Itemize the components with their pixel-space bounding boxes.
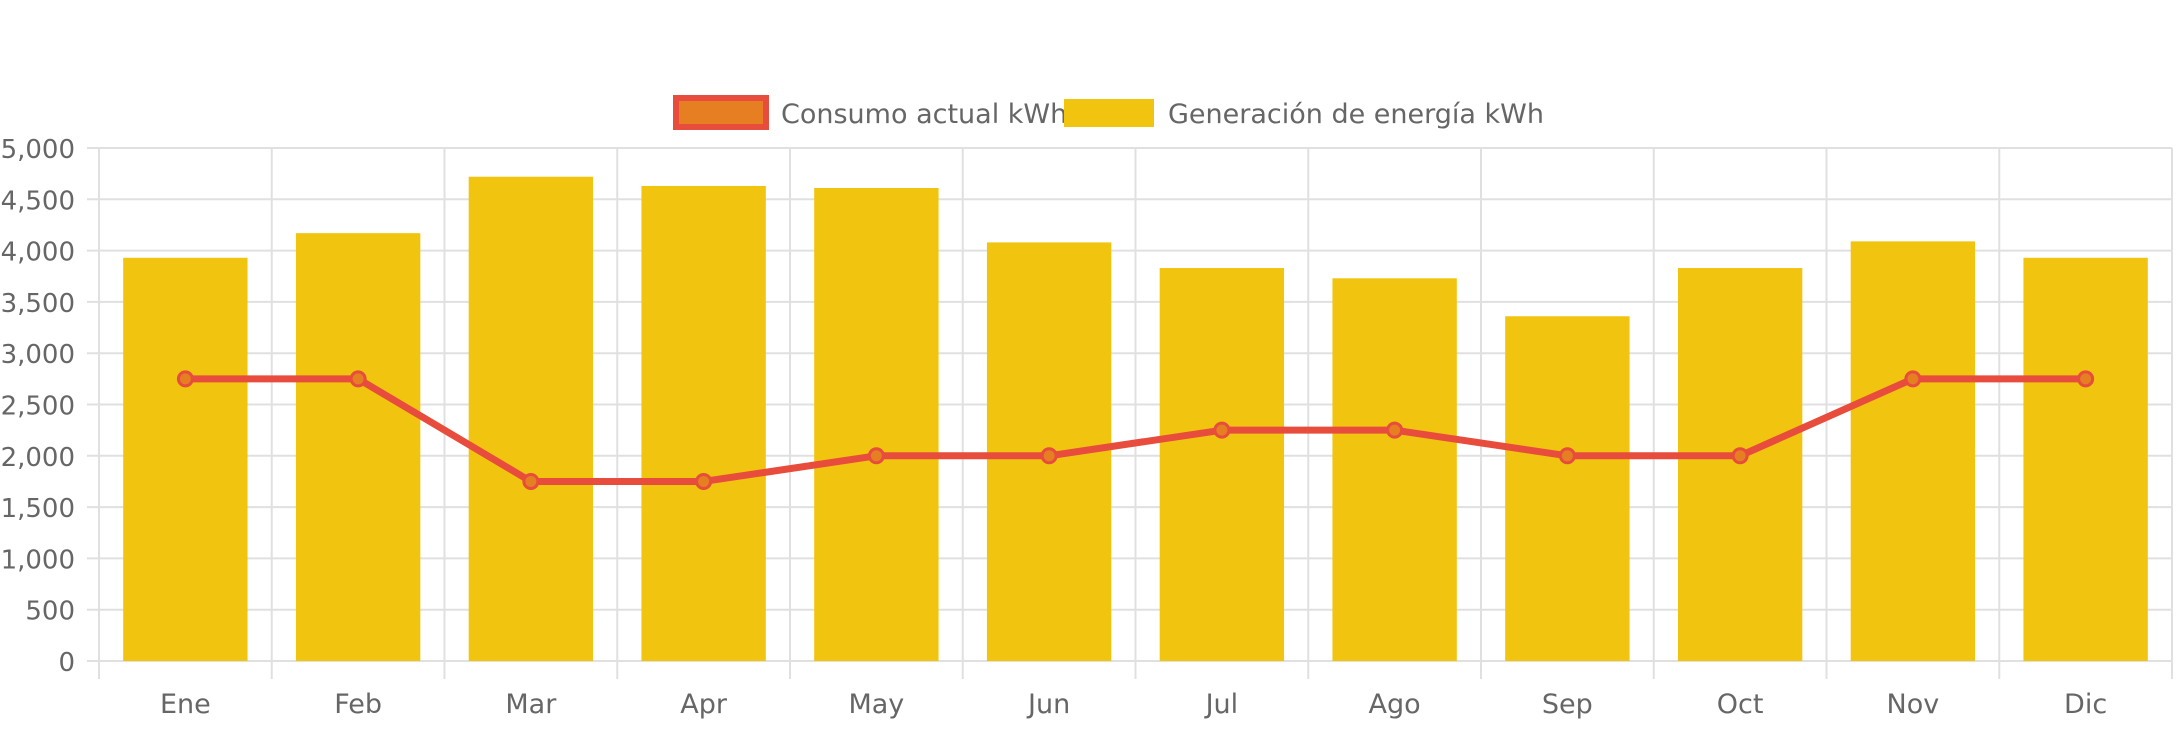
y-tick-label: 3,000: [1, 340, 75, 370]
x-tick-label: Sep: [1542, 689, 1593, 720]
y-tick-label: 0: [58, 648, 75, 678]
point-consumo[interactable]: [1213, 421, 1231, 439]
bar-generacion[interactable]: [1850, 241, 1976, 661]
point-consumo[interactable]: [349, 370, 367, 388]
line-consumo: [185, 375, 2086, 485]
x-tick-label: Nov: [1887, 689, 1940, 720]
y-tick-label: 5,000: [1, 135, 75, 165]
axes: 0 500 1,000 1,500 2,000 2,500 3,000 3,500 4,000 4…: [1, 135, 2108, 720]
point-consumo[interactable]: [1558, 447, 1576, 465]
x-tick-label: Dic: [2064, 689, 2107, 720]
bar-generacion[interactable]: [641, 185, 766, 661]
x-tick-label: Jul: [1204, 689, 1239, 720]
point-consumo[interactable]: [1040, 447, 1058, 465]
bar-generacion[interactable]: [468, 176, 594, 661]
line-series: [176, 370, 2095, 490]
x-tick-label: Mar: [505, 689, 557, 720]
x-tick-label: May: [848, 689, 904, 720]
grid-lines: [87, 147, 2173, 679]
x-tick-label: Apr: [680, 689, 728, 720]
y-tick-label: 3,500: [1, 289, 75, 319]
legend-swatch-consumo: [673, 95, 769, 130]
point-consumo[interactable]: [1731, 447, 1749, 465]
point-consumo[interactable]: [1386, 421, 1404, 439]
bar-generacion[interactable]: [814, 188, 939, 662]
point-consumo[interactable]: [1904, 370, 1922, 388]
x-tick-label: Ene: [160, 689, 211, 720]
bar-generacion[interactable]: [1677, 268, 1803, 661]
bar-series: [123, 176, 2148, 662]
x-tick-label: Ago: [1369, 689, 1421, 720]
legend-label-generacion: Generación de energía kWh: [1168, 99, 1544, 130]
bar-generacion[interactable]: [1505, 316, 1630, 661]
y-tick-label: 4,000: [1, 238, 75, 268]
legend-item-generacion[interactable]: Generación de energía kWh: [1064, 99, 1544, 130]
y-tick-label: 1,500: [1, 494, 75, 524]
point-consumo[interactable]: [176, 370, 194, 388]
legend-swatch-generacion: [1064, 99, 1154, 127]
bar-generacion[interactable]: [1159, 268, 1285, 661]
point-consumo[interactable]: [867, 447, 885, 465]
point-consumo[interactable]: [522, 472, 540, 490]
bar-generacion[interactable]: [123, 257, 248, 661]
y-tick-label: 500: [25, 597, 75, 627]
y-tick-label: 4,500: [1, 186, 75, 216]
legend-label-consumo: Consumo actual kWh: [781, 99, 1067, 130]
bar-generacion[interactable]: [1332, 278, 1457, 661]
legend-item-consumo[interactable]: Consumo actual kWh: [673, 95, 1067, 130]
x-tick-label: Jun: [1026, 689, 1070, 720]
x-tick-label: Feb: [334, 689, 382, 720]
bar-generacion[interactable]: [2023, 257, 2148, 661]
legend[interactable]: Consumo actual kWh Generación de energía…: [673, 95, 1544, 130]
point-consumo[interactable]: [2077, 370, 2095, 388]
y-tick-label: 1,000: [1, 545, 75, 575]
bar-generacion[interactable]: [295, 233, 421, 661]
y-tick-label: 2,000: [1, 443, 75, 473]
point-consumo[interactable]: [695, 472, 713, 490]
x-tick-label: Oct: [1717, 689, 1764, 720]
y-tick-label: 2,500: [1, 392, 75, 422]
